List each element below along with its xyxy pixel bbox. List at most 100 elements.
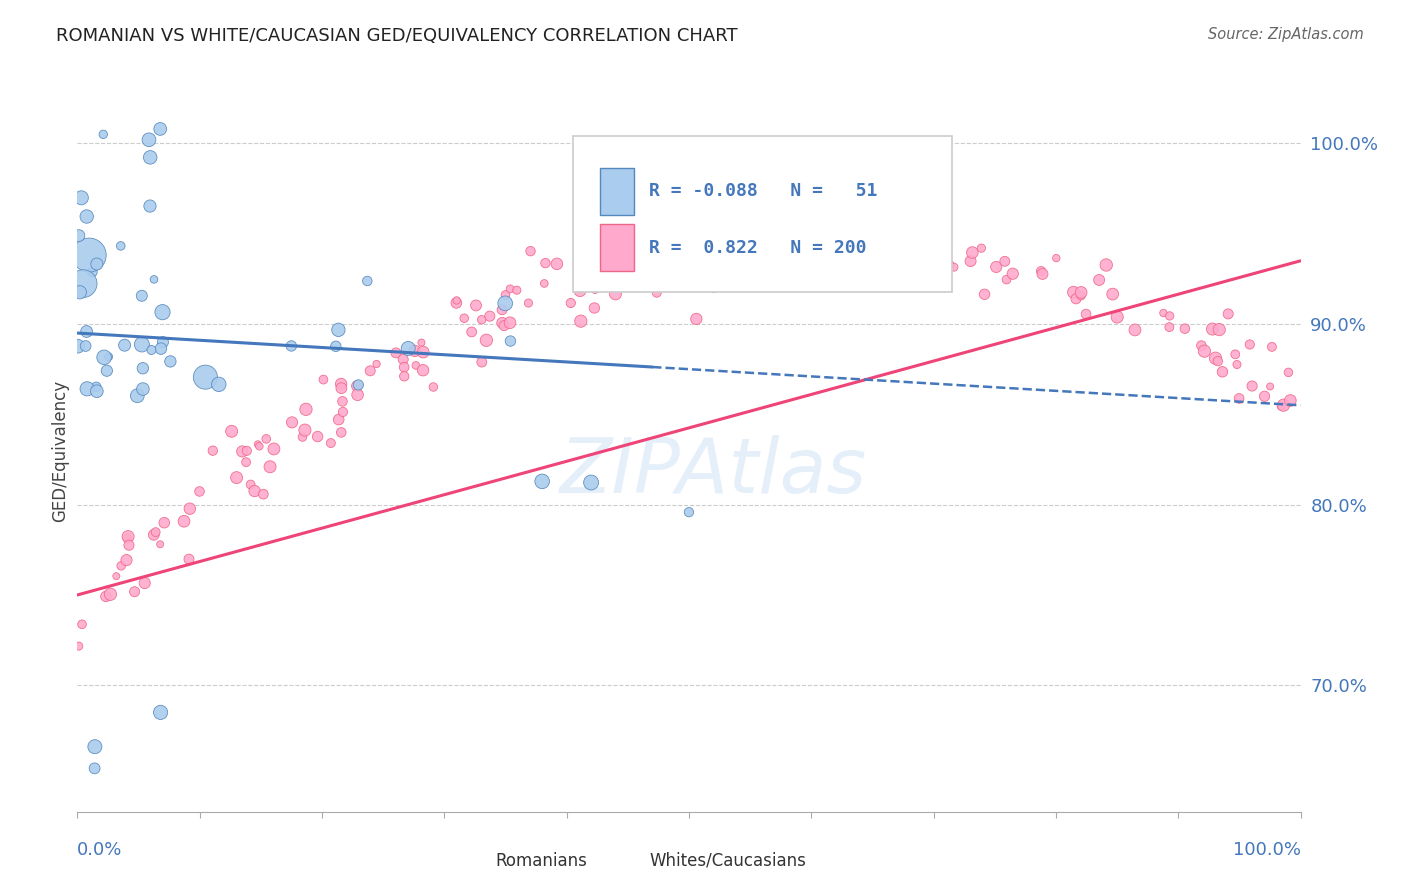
Point xyxy=(1152,306,1174,320)
Point xyxy=(312,373,335,387)
Point xyxy=(1277,365,1299,379)
Point xyxy=(149,342,172,356)
Point xyxy=(938,258,960,272)
Point xyxy=(138,133,160,147)
Point xyxy=(841,233,863,247)
FancyBboxPatch shape xyxy=(599,168,634,215)
Point xyxy=(83,761,105,775)
Point xyxy=(404,343,426,358)
Point xyxy=(152,305,174,319)
Point xyxy=(392,352,415,367)
Point xyxy=(152,335,174,350)
Point xyxy=(1272,398,1295,412)
Point xyxy=(465,298,488,312)
Point xyxy=(703,282,725,296)
Point xyxy=(76,325,98,339)
Point xyxy=(115,553,138,567)
Point xyxy=(332,405,354,419)
Point xyxy=(827,235,849,249)
Point xyxy=(783,230,806,244)
Point xyxy=(231,444,253,458)
Point xyxy=(716,249,738,263)
Text: R = -0.088   N =   51: R = -0.088 N = 51 xyxy=(648,182,877,200)
Point xyxy=(868,200,890,214)
Point xyxy=(446,296,468,310)
Point xyxy=(569,314,592,328)
Point xyxy=(325,339,347,353)
Point xyxy=(84,380,107,394)
Point xyxy=(1070,288,1092,302)
Point xyxy=(1270,399,1292,413)
Point xyxy=(661,239,683,253)
Point xyxy=(1189,338,1212,352)
Point xyxy=(533,277,555,291)
Point xyxy=(880,191,903,205)
Point xyxy=(1253,389,1275,403)
Point xyxy=(475,333,498,347)
Point xyxy=(1159,320,1181,334)
Point xyxy=(1064,292,1087,306)
Point xyxy=(149,537,172,551)
Point xyxy=(711,199,734,213)
Point xyxy=(96,364,118,378)
Point xyxy=(1227,392,1250,406)
Point xyxy=(91,128,114,142)
Point xyxy=(221,425,243,439)
Point xyxy=(519,244,541,259)
Point xyxy=(179,501,201,516)
Point xyxy=(494,296,516,310)
Point xyxy=(546,257,568,271)
Point xyxy=(665,246,688,260)
Point xyxy=(236,443,259,458)
Point xyxy=(254,432,277,446)
Point xyxy=(1001,267,1024,281)
Point xyxy=(491,316,513,330)
Point xyxy=(396,342,419,356)
Point xyxy=(280,339,302,353)
Point xyxy=(645,285,668,300)
Point xyxy=(657,249,679,263)
Text: Whites/Caucasians: Whites/Caucasians xyxy=(650,852,807,870)
Point xyxy=(876,225,898,239)
Point xyxy=(582,266,605,280)
Point xyxy=(173,514,195,528)
Point xyxy=(117,532,139,546)
Point xyxy=(813,248,835,262)
Point xyxy=(1088,273,1111,287)
Point xyxy=(114,338,136,352)
Point xyxy=(1063,285,1085,300)
Point xyxy=(69,285,91,300)
Point xyxy=(973,287,995,301)
Point xyxy=(359,364,381,378)
Y-axis label: GED/Equivalency: GED/Equivalency xyxy=(51,379,69,522)
Point xyxy=(83,739,105,754)
Point xyxy=(903,231,925,245)
Point xyxy=(346,379,368,393)
Point xyxy=(76,382,98,396)
Point xyxy=(1201,322,1223,336)
Point xyxy=(131,337,153,351)
Point xyxy=(689,234,711,248)
Point xyxy=(208,377,231,392)
Point xyxy=(77,248,100,262)
Point xyxy=(506,283,529,297)
Point xyxy=(366,357,388,371)
Point xyxy=(994,254,1017,268)
Point xyxy=(72,277,94,291)
Point xyxy=(67,639,90,653)
Point xyxy=(733,262,755,277)
Point xyxy=(124,584,146,599)
Point xyxy=(1194,344,1216,359)
Point xyxy=(356,274,378,288)
Point xyxy=(70,191,93,205)
Point xyxy=(132,361,155,376)
Point xyxy=(614,277,637,291)
Point xyxy=(858,258,880,272)
Point xyxy=(247,439,270,453)
Point xyxy=(394,369,416,384)
Text: ZIPAtlas: ZIPAtlas xyxy=(560,435,868,509)
Point xyxy=(141,343,163,357)
Point xyxy=(491,302,513,317)
Point xyxy=(1239,337,1261,351)
Point xyxy=(307,429,329,443)
